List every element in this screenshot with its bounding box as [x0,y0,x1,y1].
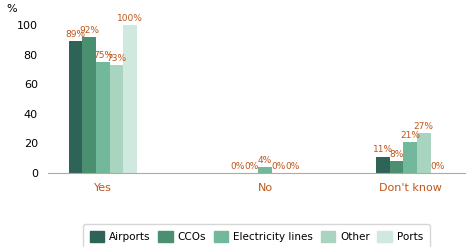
Text: 75%: 75% [93,51,113,60]
Text: 92%: 92% [79,26,99,35]
Text: 27%: 27% [414,122,434,131]
Text: 0%: 0% [244,162,258,171]
Text: 89%: 89% [66,30,86,39]
Bar [124,25,137,173]
Bar [110,65,124,173]
Legend: Airports, CCOs, Electricity lines, Other, Ports: Airports, CCOs, Electricity lines, Other… [83,225,430,247]
Text: 11%: 11% [373,145,393,154]
Bar [83,37,96,173]
Y-axis label: %: % [7,4,17,14]
Text: 0%: 0% [230,162,245,171]
Text: 100%: 100% [117,14,143,23]
Text: 0%: 0% [430,162,445,171]
Bar [417,133,430,173]
Text: 0%: 0% [272,162,286,171]
Bar [403,142,417,173]
Bar [96,62,110,173]
Bar [258,167,272,173]
Text: 73%: 73% [106,54,127,63]
Text: 4%: 4% [258,156,272,165]
Bar [69,41,83,173]
Text: 21%: 21% [400,131,420,140]
Bar [376,157,390,173]
Bar [390,161,403,173]
Text: 8%: 8% [389,150,404,159]
Text: 0%: 0% [285,162,300,171]
